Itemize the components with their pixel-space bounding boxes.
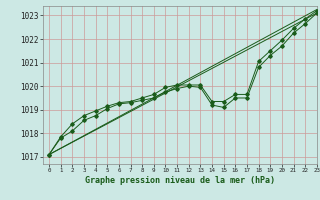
X-axis label: Graphe pression niveau de la mer (hPa): Graphe pression niveau de la mer (hPa) (85, 176, 275, 185)
